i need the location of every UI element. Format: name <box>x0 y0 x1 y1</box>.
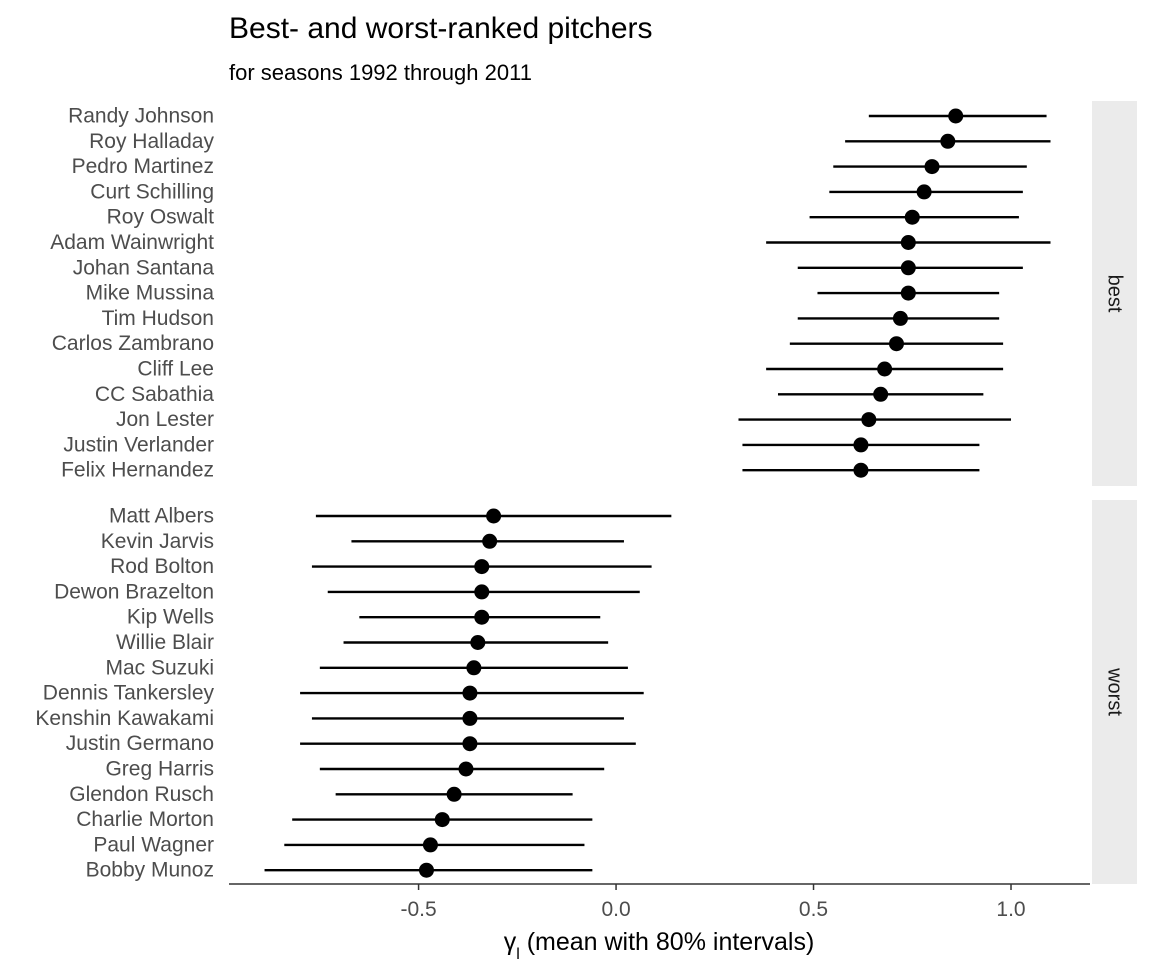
mean-point <box>422 837 438 853</box>
y-tick-label: Johan Santana <box>73 256 215 279</box>
y-tick-label: Randy Johnson <box>68 105 214 128</box>
y-tick-label: Cliff Lee <box>137 358 214 381</box>
y-tick-label: Dennis Tankersley <box>43 682 215 705</box>
y-tick-label: Kevin Jarvis <box>101 530 214 553</box>
x-axis-label: γl (mean with 80% intervals) <box>504 928 815 963</box>
facet-strip-worst <box>1092 500 1137 884</box>
x-tick-label: 0.0 <box>601 898 630 921</box>
mean-point <box>916 184 932 200</box>
y-tick-label: Glendon Rusch <box>69 783 214 806</box>
y-tick-label: Paul Wagner <box>93 833 214 856</box>
y-tick-label: Curt Schilling <box>90 180 214 203</box>
y-tick-label: Jon Lester <box>116 408 214 431</box>
y-tick-label: Justin Verlander <box>63 433 214 456</box>
mean-point <box>924 159 940 175</box>
mean-point <box>948 108 964 124</box>
y-tick-label: Tim Hudson <box>102 307 214 330</box>
mean-point <box>458 761 474 777</box>
y-tick-label: Matt Albers <box>109 505 214 528</box>
chart-subtitle: for seasons 1992 through 2011 <box>229 60 532 85</box>
mean-point <box>474 609 490 625</box>
mean-point <box>861 412 877 428</box>
mean-point <box>466 660 482 676</box>
mean-point <box>434 812 450 828</box>
mean-point <box>900 260 916 276</box>
facet-strip-best <box>1092 101 1137 486</box>
x-axis-label-symbol: γ <box>504 928 517 956</box>
mean-point <box>474 584 490 600</box>
x-axis-label-text: (mean with 80% intervals) <box>520 928 815 956</box>
mean-point <box>482 533 498 549</box>
y-tick-label: Carlos Zambrano <box>52 332 214 355</box>
mean-point <box>904 209 920 225</box>
y-tick-label: Roy Oswalt <box>107 206 215 229</box>
mean-point <box>940 133 956 149</box>
mean-point <box>462 685 478 701</box>
mean-point <box>888 336 904 352</box>
y-tick-label: Adam Wainwright <box>50 231 214 254</box>
mean-point <box>446 786 462 802</box>
y-tick-label: Justin Germano <box>66 732 214 755</box>
mean-point <box>462 736 478 752</box>
mean-point <box>418 862 434 878</box>
mean-point <box>853 437 869 453</box>
y-tick-label: Willie Blair <box>116 631 214 654</box>
x-tick-label: 1.0 <box>996 898 1025 921</box>
mean-point <box>900 285 916 301</box>
y-tick-label: Dewon Brazelton <box>54 580 214 603</box>
chart-title: Best- and worst-ranked pitchers <box>229 12 653 45</box>
x-axis-ticks: -0.5 0.0 0.5 1.0 <box>400 884 1026 921</box>
y-tick-label: Felix Hernandez <box>61 459 214 482</box>
mean-point <box>853 462 869 478</box>
mean-point <box>900 235 916 250</box>
facet-strip-label-best: best <box>1104 275 1126 313</box>
y-tick-label: Pedro Martinez <box>72 155 214 178</box>
y-tick-label: Greg Harris <box>105 758 214 781</box>
y-tick-label: Rod Bolton <box>110 555 214 578</box>
y-tick-label: Kenshin Kawakami <box>35 707 214 730</box>
facet-strip-label-worst: worst <box>1104 667 1126 716</box>
y-tick-label: CC Sabathia <box>95 383 214 406</box>
mean-point <box>470 635 486 650</box>
y-tick-label: Mike Mussina <box>86 282 215 305</box>
mean-point <box>486 508 502 524</box>
mean-point <box>892 310 908 326</box>
y-tick-label: Roy Halladay <box>89 130 214 153</box>
y-tick-label: Mac Suzuki <box>105 656 214 679</box>
x-tick-label: -0.5 <box>400 898 436 921</box>
mean-point <box>873 386 889 402</box>
mean-point <box>474 559 490 575</box>
x-tick-label: 0.5 <box>799 898 828 921</box>
y-tick-label: Kip Wells <box>127 606 214 629</box>
mean-point <box>877 361 893 377</box>
y-tick-label: Bobby Munoz <box>86 859 214 882</box>
y-tick-label: Charlie Morton <box>76 808 214 831</box>
mean-point <box>462 710 478 726</box>
x-axis-label-subscript: l <box>516 946 520 963</box>
